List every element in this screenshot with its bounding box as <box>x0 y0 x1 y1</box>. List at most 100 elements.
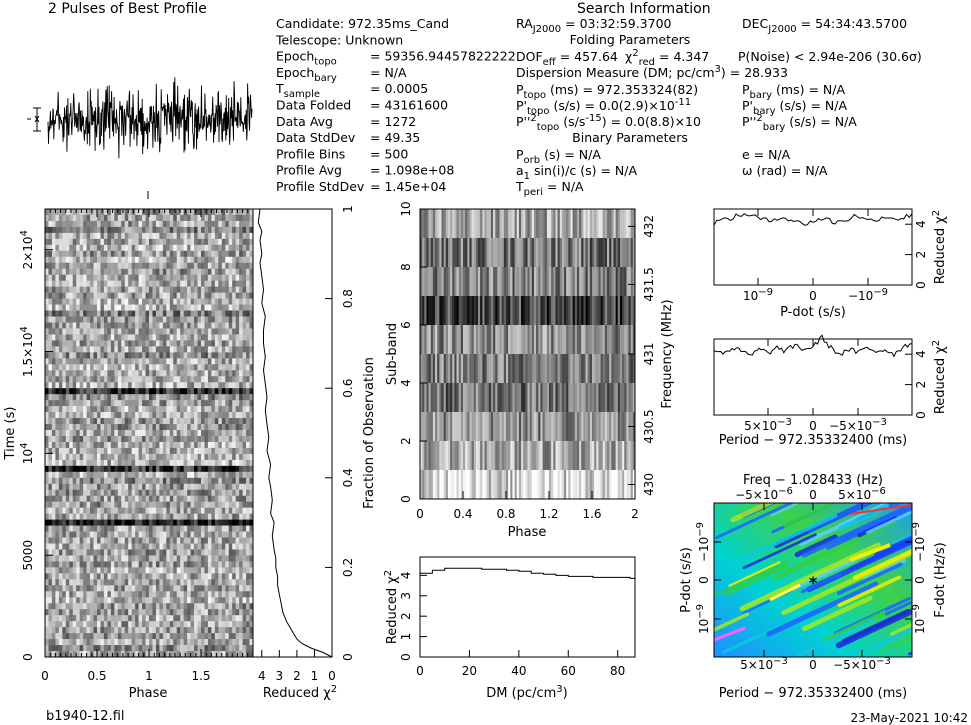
tc-xtick-label: 1 <box>311 669 319 683</box>
ppdot-stripe <box>725 563 788 596</box>
pdot-xlabel: P-dot (s/s) <box>780 305 846 320</box>
pdot-chi-panel: 10−9 0 −10−9 0 2 4 P-dot (s/s) Reduced χ2 <box>713 208 948 320</box>
info-left-row: Candidate: 972.35ms_Cand <box>276 16 449 31</box>
dm-ytick-label: 1 <box>399 633 413 641</box>
period-chi-panel: 5×10−3 0 −5×10−3 0 2 4 Period − 972.35332400 … <box>713 334 948 448</box>
info-mid-column: RAJ2000 = 03:32:59.3700 DECJ2000 = 54:34:… <box>515 16 922 198</box>
ppdot-stripe <box>801 572 842 594</box>
info-left-row-value: = 0.0005 <box>370 81 428 96</box>
info-left-row: Tsample <box>275 81 320 100</box>
info-left-row: Telescope: Unknown <box>275 32 403 47</box>
sb-ytick-label: 2 <box>399 437 413 445</box>
ppdot-stripe <box>835 607 912 649</box>
info-left-row-value: = 1.098e+08 <box>370 163 454 178</box>
time-chi-ticks: 4 3 2 1 000.20.40.60.81 <box>258 205 355 683</box>
profile-title: 2 Pulses of Best Profile <box>48 1 207 17</box>
tp-xtick-label: 1.5 <box>191 669 210 683</box>
ppdot-stripe <box>884 503 900 509</box>
subband-phase-heatmap <box>420 209 636 500</box>
porb-row: Porb (s) = N/A <box>516 147 601 166</box>
pd-xtick-label: 0 <box>809 289 817 303</box>
info-left-row: Data Avg <box>276 114 333 129</box>
ppdot-stripe <box>801 503 912 558</box>
pp-y2tick-label: −10−9 <box>911 522 927 562</box>
sb-xtick-label: 0 <box>416 507 424 521</box>
pd-ytick-label: 2 <box>914 251 928 259</box>
ppdot-stripe <box>794 534 838 558</box>
pc-xtick-label: 0 <box>809 419 817 433</box>
ppdot-stripe <box>714 559 790 597</box>
ppdot-ylabel: P-dot (s/s) <box>679 547 694 613</box>
sb-xtick-label: 1.6 <box>582 507 601 521</box>
sb-xtick-label: 1.2 <box>539 507 558 521</box>
ppdot-stripe <box>941 472 971 530</box>
tc-ytick-label: 0.2 <box>341 558 355 577</box>
pd-ytick-label: 4 <box>914 220 928 228</box>
tperi-row: Tperi = N/A <box>515 179 584 198</box>
time-chi-line <box>257 208 333 658</box>
pp-x2tick-label: 0 <box>809 488 817 502</box>
ppdot-stripe <box>714 626 746 642</box>
ppdot-stripe <box>934 459 971 499</box>
ppdot-stripe <box>888 503 904 509</box>
info-left-row-value: = 59356.94457822222 <box>370 49 516 64</box>
tp-ytick-label: 1.5×104 <box>19 326 35 377</box>
ppdot-stripe <box>928 467 971 527</box>
ppdot-xlabel: Period − 972.35332400 (ms) <box>719 686 908 701</box>
fdot-ylabel: F-dot (Hz/s) <box>933 542 948 618</box>
ppdot-title: Freq − 1.028433 (Hz) <box>743 473 883 488</box>
sb-y2tick-label: 430.5 <box>642 409 656 443</box>
pp-x2tick-label: 5×10−6 <box>838 486 886 502</box>
pp-xtick-label: 0 <box>809 658 817 672</box>
dm-ytick-label: 2 <box>399 612 413 620</box>
tc-ytick-label: 0.8 <box>341 289 355 308</box>
tc-xtick-label: 4 <box>258 669 266 683</box>
info-left-row-value: = 1272 <box>370 114 416 129</box>
tp-ytick-label: 2×104 <box>19 230 35 269</box>
time-phase-xlabel: Phase <box>129 686 168 701</box>
ppdot-stripe <box>731 513 838 566</box>
info-left-row-value: = N/A <box>370 65 407 80</box>
time-chi-ylabel: Fraction of Observation <box>362 357 377 509</box>
tp-xtick-label: 0 <box>41 669 49 683</box>
pbary-row: Pbary (ms) = N/A <box>742 82 845 101</box>
subband-phase-ticks: 0 0.4 0.8 1.2 1.6 2 0 2 4 6 8 10 430 430.5 431 431.5 432 <box>399 201 656 521</box>
pnoise-row: P(Noise) < 2.94e-206 (30.6σ) <box>738 49 922 64</box>
tp-ytick-label: 5000 <box>21 540 35 571</box>
ppdot-stripe <box>935 514 971 544</box>
sb-ytick-label: 0 <box>399 495 413 503</box>
omega-row: ω (rad) = N/A <box>742 163 828 178</box>
ppdot-stripe <box>783 503 839 528</box>
ppdot-stripe <box>849 543 891 562</box>
period-xlabel: Period − 972.35332400 (ms) <box>719 433 908 448</box>
chi-row: χ2red = 4.347 <box>625 48 709 68</box>
info-left-row-value: = 1.45e+04 <box>370 179 446 194</box>
ppdot-stripe <box>837 575 902 608</box>
ppdot-stripe <box>879 636 912 654</box>
time-phase-ticks: 0 0.5 1 1.5 0 5000 104 1.5×104 2×104 <box>19 209 254 683</box>
sb-ytick-label: 10 <box>399 201 413 216</box>
pp-x2tick-label: −5×10−6 <box>735 486 793 502</box>
dm-xtick-label: 20 <box>462 664 477 678</box>
dm-ytick-label: 3 <box>399 592 413 600</box>
ppdot-stripe <box>728 561 781 587</box>
info-left-row-value: = 500 <box>370 146 408 161</box>
ppdot-stripe <box>766 581 879 637</box>
sb-y2tick-label: 430 <box>642 473 656 496</box>
period-chi-line <box>713 334 913 358</box>
tp-xtick-label: 1 <box>145 669 153 683</box>
info-left-row-value: = 49.35 <box>370 130 420 145</box>
ppdot-stripe <box>771 503 801 517</box>
dm-xtick-label: 60 <box>561 664 576 678</box>
ppdot-stripe <box>772 520 896 580</box>
ppdot-stripe <box>742 533 817 570</box>
ppdot-stripe <box>730 503 776 523</box>
sb-xtick-label: 0.8 <box>496 507 515 521</box>
ptopo-row: Ptopo (ms) = 972.353324(82) <box>516 82 698 101</box>
pp-xtick-label: −5×10−3 <box>833 656 891 672</box>
pp-ytick-label: 10−9 <box>695 604 711 634</box>
info-left-row: Data Folded <box>276 98 351 113</box>
pp-ytick-label: 0 <box>697 576 711 584</box>
pp-y2tick-label: 0 <box>913 576 927 584</box>
